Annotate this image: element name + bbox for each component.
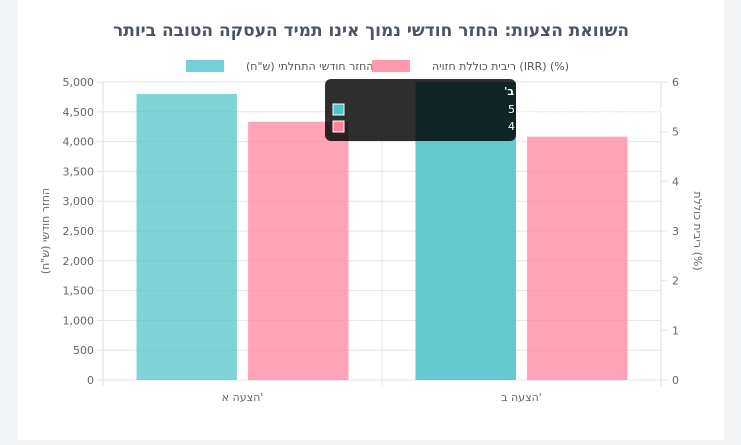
y-right-tick-label: 2 (672, 275, 679, 288)
axes: 0 500 1,000 1,500 2,000 2,500 3,000 3,500 4,000 4… (39, 76, 704, 404)
legend-label-1: החזר חודשי התחלתי (ש"ח) (246, 60, 374, 73)
y-right-tick-label: 0 (672, 374, 679, 387)
y-left-tick-label: 0 (87, 374, 94, 387)
y-right-tick-label: 5 (672, 126, 679, 139)
chart-title: השוואת הצעות: החזר חודשי נמוך אינו תמיד … (113, 21, 629, 41)
bar-monthly-payment-1 (136, 93, 237, 381)
y-left-tick-label: 2,500 (63, 225, 95, 238)
y-left-tick-label: 2,000 (63, 255, 95, 268)
y-left-tick-label: 1,500 (63, 285, 95, 298)
y-left-tick-label: 3,500 (63, 165, 95, 178)
tooltip: הצעה ב' החזר חודשי התחלתי (ש"ח): 5,000 ריב… (325, 79, 674, 141)
y-left-tick-label: 500 (73, 344, 94, 357)
y-right-tick-label: 3 (672, 225, 679, 238)
chart-card: השוואת הצעות: החזר חודשי נמוך אינו תמיד … (18, 0, 724, 440)
y-left-tick-label: 4,000 (63, 136, 95, 149)
y-left-axis-title: החזר חודשי (ש"ח) (39, 188, 52, 274)
y-right-tick-label: 6 (672, 76, 679, 89)
bar-irr-2 (527, 136, 628, 380)
tooltip-box (325, 79, 516, 141)
y-left-tick-label: 3,000 (63, 195, 95, 208)
tooltip-line-1: החזר חודשי התחלתי (ש"ח): 5,000 (508, 103, 674, 116)
tooltip-title: הצעה ב' (504, 85, 548, 98)
tooltip-swatch-2 (332, 120, 345, 133)
tooltip-line-2: ריבית כוללת חזויה (IRR) (%): 4.9 (508, 120, 670, 133)
x-tick-label: הצעה א' (222, 391, 264, 404)
y-right-tick-label: 4 (672, 175, 679, 188)
y-left-tick-label: 1,000 (63, 314, 95, 327)
y-right-tick-label: 1 (672, 324, 679, 337)
y-left-tick-label: 4,500 (63, 106, 95, 119)
legend-label-2: ריבית כוללת חזויה (IRR) (%) (432, 60, 569, 73)
legend-swatch-1 (186, 60, 224, 72)
y-left-tick-label: 5,000 (63, 76, 95, 89)
y-right-axis-title: ריבית כוללת (%) (691, 191, 704, 270)
bar-chart: השוואת הצעות: החזר חודשי נמוך אינו תמיד … (39, 21, 704, 404)
x-tick-label: הצעה ב' (501, 391, 542, 404)
tooltip-swatch-1 (332, 103, 345, 116)
legend-swatch-2 (372, 60, 410, 72)
legend: החזר חודשי התחלתי (ש"ח) ריבית כוללת חזויה… (186, 60, 569, 73)
bar-irr-1 (248, 121, 349, 380)
